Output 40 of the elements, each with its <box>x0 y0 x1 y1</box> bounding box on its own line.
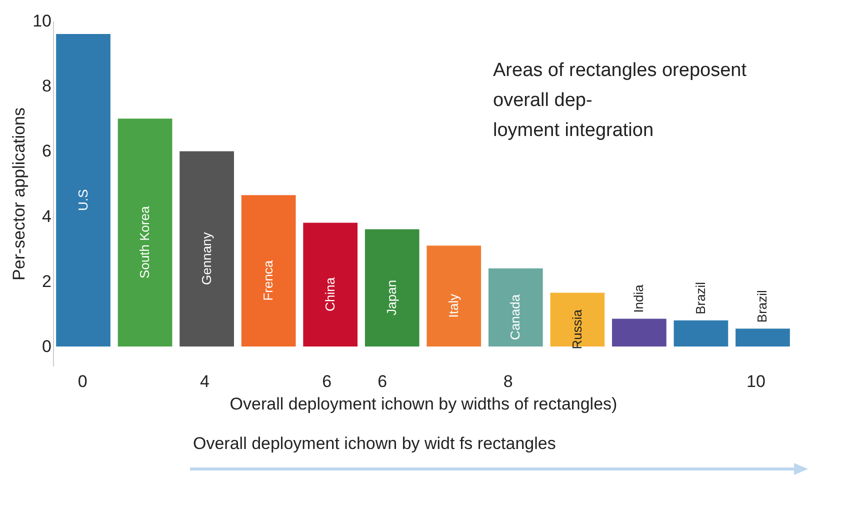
bar <box>118 118 172 346</box>
x-tick-label: U.S <box>75 188 90 211</box>
x-axis-title: Overall deployment ichown by widths of rectangles) <box>230 394 618 414</box>
bar <box>612 318 666 346</box>
y-tick-label: 8 <box>42 76 52 96</box>
bar <box>303 222 358 346</box>
bar <box>241 195 296 346</box>
bar <box>426 246 482 346</box>
x-tick-label: Gennany <box>198 232 214 285</box>
y-axis-title: Per-sector applications <box>10 108 29 280</box>
x-tick-label: Russia <box>569 308 584 350</box>
text: Overall deployment ichown by widt fs rectangles <box>193 434 556 453</box>
text: 6 <box>322 372 332 391</box>
x-tick-label: China <box>322 276 338 312</box>
x-tick-label: South Korea <box>137 205 152 278</box>
x-tick-label: Frenca <box>260 260 276 301</box>
text: 0 <box>78 372 88 391</box>
x-tick-label: Japan <box>384 280 400 316</box>
bar <box>550 292 605 346</box>
x-tick-label: Canada <box>508 294 523 340</box>
y-tick-label: 2 <box>42 272 52 291</box>
text: 6 <box>378 372 388 391</box>
text: 4 <box>200 372 210 391</box>
bar <box>488 268 543 346</box>
bar <box>736 328 790 346</box>
text: 8 <box>503 372 513 391</box>
y-tick-label: 0 <box>42 336 52 356</box>
x-tick-label: India <box>631 284 646 313</box>
x-tick-label: Brazil <box>692 282 708 314</box>
y-tick-label: 10 <box>32 12 52 30</box>
x-tick-label: Brazil <box>754 290 770 323</box>
x-tick-label: Italy <box>446 293 461 318</box>
bar <box>56 34 110 346</box>
annotation: Areas of rectangles oreposent overall dep-loyment integration <box>493 60 748 141</box>
bar <box>364 229 420 346</box>
y-tick-label: 4 <box>42 206 52 226</box>
text: 10 <box>746 372 766 391</box>
y-tick-label: 6 <box>42 142 52 161</box>
bar <box>674 320 728 346</box>
bar <box>180 151 234 346</box>
